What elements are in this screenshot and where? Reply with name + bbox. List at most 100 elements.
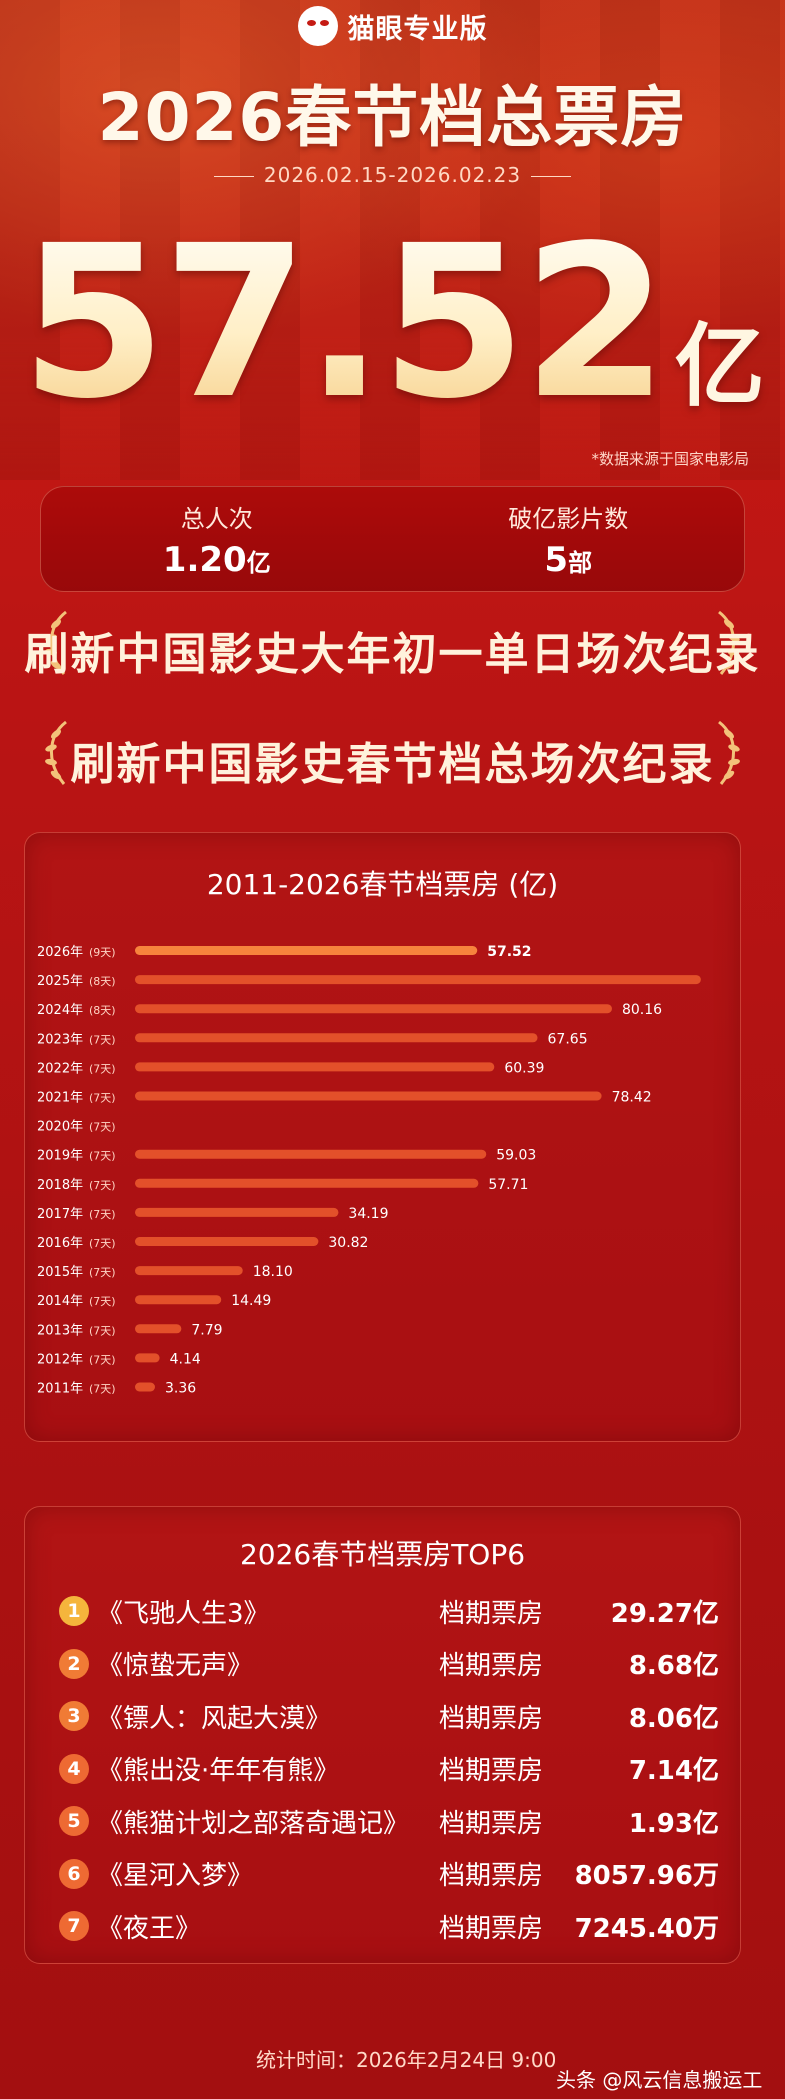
top-films-panel: 2026春节档票房TOP6 1 《飞驰人生3》 档期票房 29.27亿 2 《惊蛰无声》档… xyxy=(24,1506,741,1964)
film-box-office-label: 档期票房 xyxy=(439,1598,544,1629)
film-row: 3 《镖人：风起大漠》 档期票房 8.06亿 xyxy=(59,1694,719,1738)
year-label: 2016年 xyxy=(37,1236,83,1251)
film-name: 《惊蛰无声》 xyxy=(97,1651,254,1681)
film-box-office-label: 档期票房 xyxy=(439,1756,544,1786)
value-label: 30.82 xyxy=(328,1235,368,1251)
value-label: 4.14 xyxy=(170,1351,201,1367)
bar xyxy=(135,1266,243,1276)
bar xyxy=(135,1295,222,1305)
bar xyxy=(135,1033,538,1043)
laurel-right-icon xyxy=(718,720,740,785)
days-label: (9天) xyxy=(89,946,116,959)
film-row: 5 《熊猫计划之部落奇遇记》 档期票房 1.93亿 xyxy=(59,1799,719,1843)
total-box-office: 57.52 亿 xyxy=(20,198,764,428)
year-label: 2020年 xyxy=(37,1120,83,1135)
value-label: 67.65 xyxy=(548,1031,588,1047)
year-label: 2012年 xyxy=(37,1352,83,1367)
value-label: 18.10 xyxy=(253,1264,293,1280)
days-label: (8天) xyxy=(89,1004,116,1017)
total-value: 57.52 xyxy=(20,200,668,445)
days-label: (7天) xyxy=(89,1353,116,1366)
top-films-title: 2026春节档票房TOP6 xyxy=(239,1538,526,1571)
film-box-office-label: 档期票房 xyxy=(439,1703,544,1734)
bar xyxy=(135,1353,160,1363)
stat-unit: 部 xyxy=(568,549,593,577)
bar xyxy=(135,1207,339,1217)
film-box-office-value: 1.93亿 xyxy=(628,1808,719,1839)
watermark: 头条 @风云信息搬运工 xyxy=(556,2068,763,2092)
rank-badge: 6 xyxy=(59,1858,89,1889)
laurel-left-icon xyxy=(45,610,67,675)
rank-badge: 1 xyxy=(59,1596,89,1626)
bar xyxy=(135,1004,612,1014)
days-label: (7天) xyxy=(89,1383,116,1396)
film-box-office-label: 档期票房 xyxy=(439,1913,544,1944)
rank-badge: 7 xyxy=(59,1911,89,1941)
hero-background xyxy=(0,0,785,480)
year-label: 2017年 xyxy=(37,1207,83,1222)
year-label: 2019年 xyxy=(37,1149,83,1164)
days-label: (7天) xyxy=(89,1237,116,1250)
year-label: 2011年 xyxy=(37,1382,83,1397)
stat-value: 1.20亿 xyxy=(41,540,393,580)
source-note: *数据来源于国家电影局 xyxy=(591,450,749,468)
value-label: 78.42 xyxy=(612,1090,652,1106)
value-label: 80.16 xyxy=(622,1002,662,1018)
value-label: 7.79 xyxy=(191,1322,222,1338)
laurel-right-icon xyxy=(718,610,740,675)
bar xyxy=(135,975,701,985)
film-row: 4 《熊出没·年年有熊》 档期票房 7.14亿 xyxy=(59,1747,719,1791)
days-label: (7天) xyxy=(89,1266,116,1279)
film-name: 《夜王》 xyxy=(97,1913,202,1944)
film-name: 《熊出没·年年有熊》 xyxy=(97,1756,340,1786)
value-label: 34.19 xyxy=(348,1206,388,1222)
stat-attendance: 总人次 1.20亿 xyxy=(41,487,393,591)
stats-box: 总人次 1.20亿 破亿影片数 5部 xyxy=(40,486,745,592)
film-box-office-value: 8.06亿 xyxy=(628,1703,719,1734)
film-box-office-value: 7245.40万 xyxy=(574,1913,719,1944)
bar xyxy=(135,1062,495,1072)
brand-name: 猫眼专业版 xyxy=(347,13,488,45)
bar xyxy=(135,1382,155,1392)
days-label: (7天) xyxy=(89,1324,116,1337)
days-label: (7天) xyxy=(89,1179,116,1192)
value-label: 59.03 xyxy=(496,1148,536,1164)
history-bar-chart: 2026年 (9天) 57.52 2025年 (8天) 2024年 (8天) 80.16 202… xyxy=(37,944,701,1397)
total-unit: 亿 xyxy=(674,314,765,419)
value-label: 57.71 xyxy=(488,1177,528,1193)
film-box-office-value: 8057.96万 xyxy=(574,1861,719,1891)
year-label: 2013年 xyxy=(37,1323,83,1338)
rank-badge: 3 xyxy=(59,1701,89,1731)
date-range: 2026.02.15-2026.02.23 xyxy=(0,163,785,187)
film-box-office-value: 7.14亿 xyxy=(628,1756,719,1786)
brand-header: 猫眼专业版 xyxy=(0,6,785,46)
days-label: (8天) xyxy=(89,975,116,988)
year-label: 2018年 xyxy=(37,1178,83,1193)
film-name: 《镖人：风起大漠》 xyxy=(97,1703,332,1734)
rank-badge: 2 xyxy=(59,1648,89,1679)
film-box-office-label: 档期票房 xyxy=(439,1861,544,1891)
page-title: 2026春节档总票房 xyxy=(97,79,688,156)
stat-label: 总人次 xyxy=(180,505,253,533)
rank-badge: 5 xyxy=(59,1806,89,1836)
film-box-office-value: 8.68亿 xyxy=(628,1651,719,1681)
bar xyxy=(135,1149,487,1159)
stat-label: 破亿影片数 xyxy=(508,505,629,533)
days-label: (7天) xyxy=(89,1062,116,1075)
days-label: (7天) xyxy=(89,1150,116,1163)
days-label: (7天) xyxy=(89,1295,116,1308)
film-box-office-value: 29.27亿 xyxy=(610,1598,719,1629)
bar xyxy=(135,1178,479,1188)
days-label: (7天) xyxy=(89,1092,116,1105)
film-box-office-label: 档期票房 xyxy=(439,1808,544,1839)
stat-unit: 亿 xyxy=(246,549,271,577)
stat-number: 1.20 xyxy=(162,540,247,580)
stat-value: 5部 xyxy=(393,540,745,580)
record-line-1: 刷新中国影史大年初一单日场次纪录 xyxy=(24,629,761,680)
year-label: 2014年 xyxy=(37,1294,83,1309)
year-label: 2025年 xyxy=(37,974,83,989)
days-label: (7天) xyxy=(89,1033,116,1046)
year-label: 2015年 xyxy=(37,1265,83,1280)
chart-panel: 2011-2026春节档票房 (亿) 2026年 (9天) 57.52 2025年 (8… xyxy=(24,832,741,1442)
